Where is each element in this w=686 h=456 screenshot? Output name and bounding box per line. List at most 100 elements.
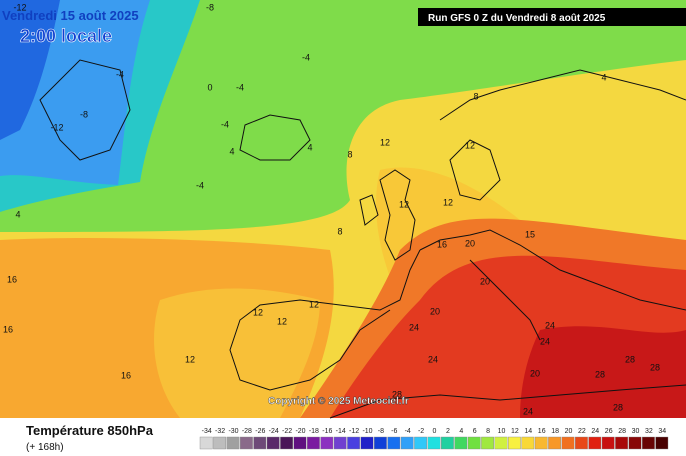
color-swatch — [454, 436, 468, 450]
colorbar-tick-label: 0 — [433, 428, 437, 435]
colorbar-tick-label: 14 — [524, 428, 532, 435]
color-swatch — [333, 436, 347, 450]
contour-label: -4 — [221, 119, 229, 129]
colorbar-tick-label: -34 — [202, 428, 212, 435]
contour-label: -8 — [206, 2, 214, 12]
colorbar-tick-label: -6 — [391, 428, 397, 435]
legend-lead: (+ 168h) — [26, 442, 64, 453]
color-swatch — [213, 436, 226, 450]
contour-label: 12 — [253, 307, 263, 317]
color-swatch — [628, 436, 642, 450]
color-swatch — [427, 436, 441, 450]
contour-label: -4 — [302, 52, 310, 62]
run-box — [418, 8, 686, 26]
contour-label: 20 — [430, 306, 440, 316]
colorbar-tick-label: 22 — [578, 428, 586, 435]
color-swatch — [548, 436, 562, 450]
zone-iberia — [154, 288, 320, 418]
colorbar-tick-label: -28 — [242, 428, 252, 435]
colorbar-tick-label: 34 — [658, 428, 666, 435]
color-swatch — [521, 436, 535, 450]
colorbar-tick-label: 20 — [565, 428, 573, 435]
legend: Température 850hPa (+ 168h) -34 -32 -30 -28… — [26, 423, 669, 453]
colorbar: -34 -32 -30 -28 -26 -24 -22 -20 -18 -16 -14 -12 -10-… — [199, 428, 669, 450]
contour-label: -8 — [80, 109, 88, 119]
colorbar-tick-label: 18 — [551, 428, 559, 435]
color-swatch — [601, 436, 615, 450]
colorbar-tick-label: 10 — [498, 428, 506, 435]
contour-label: 28 — [392, 389, 402, 399]
colorbar-tick-label: -2 — [418, 428, 424, 435]
colorbar-tick-label: -32 — [215, 428, 225, 435]
contour-label: 4 — [307, 142, 312, 152]
color-swatch — [588, 436, 602, 450]
color-swatch — [199, 436, 213, 450]
color-swatch — [253, 436, 267, 450]
contour-label: 15 — [525, 229, 535, 239]
colorbar-tick-label: -24 — [269, 428, 279, 435]
run-info: Run GFS 0 Z du Vendredi 8 août 2025 — [428, 13, 606, 24]
color-swatch — [239, 436, 253, 450]
color-swatch — [561, 436, 575, 450]
color-swatch — [615, 436, 629, 450]
color-swatch — [387, 436, 401, 450]
color-swatch — [481, 436, 494, 450]
colorbar-tick-label: 2 — [446, 428, 450, 435]
contour-label: 20 — [465, 238, 475, 248]
contour-label: 28 — [613, 402, 623, 412]
colorbar-tick-label: -20 — [295, 428, 305, 435]
contour-label: 16 — [3, 324, 13, 334]
contour-label: 12 — [465, 140, 475, 150]
contour-label: 24 — [523, 406, 533, 416]
color-swatch — [575, 436, 588, 450]
colorbar-tick-label: -12 — [349, 428, 359, 435]
colorbar-tick-label: 16 — [538, 428, 546, 435]
contour-label: 24 — [545, 320, 555, 330]
color-swatch — [266, 436, 280, 450]
contour-label: 24 — [428, 354, 438, 364]
contour-label: 8 — [337, 226, 342, 236]
map: -12 -8 -4 -8 -12 -4 -4 -4 -4 0 4 4 4 4 8 8 8 12 12 12 12 15 16… — [0, 0, 686, 419]
legend-title: Température 850hPa — [26, 423, 154, 438]
contour-label: 20 — [530, 368, 540, 378]
contour-label: 12 — [443, 197, 453, 207]
colorbar-tick-label: -26 — [255, 428, 265, 435]
color-swatch — [494, 436, 508, 450]
valid-time: 2:00 locale — [20, 26, 112, 46]
colorbar-tick-label: -14 — [336, 428, 346, 435]
contour-label: 16 — [121, 370, 131, 380]
contour-label: -12 — [50, 122, 63, 132]
contour-label: -4 — [236, 82, 244, 92]
colorbar-tick-label: -10 — [362, 428, 372, 435]
contour-label: 12 — [309, 299, 319, 309]
color-swatch — [293, 436, 307, 450]
colorbar-tick-label: 28 — [618, 428, 626, 435]
colorbar-tick-label: -22 — [282, 428, 292, 435]
contour-label: 4 — [229, 146, 234, 156]
zone-dark-blue — [0, 0, 60, 140]
color-swatch — [374, 436, 387, 450]
contour-label: 12 — [277, 316, 287, 326]
contour-label: -4 — [116, 69, 124, 79]
color-swatch — [320, 436, 334, 450]
colorbar-tick-label: -8 — [378, 428, 384, 435]
contour-label: -12 — [13, 2, 26, 12]
colorbar-tick-label: -30 — [228, 428, 238, 435]
contour-label: 28 — [625, 354, 635, 364]
contour-labels: -12 -8 -4 -8 -12 -4 -4 -4 -4 0 4 4 4 4 8 8 8 12 12 12 12 15 16… — [3, 2, 660, 416]
color-swatch — [508, 436, 521, 450]
contour-label: 12 — [185, 354, 195, 364]
contour-label: 12 — [380, 137, 390, 147]
contour-label: 20 — [480, 276, 490, 286]
color-swatch — [467, 436, 481, 450]
colorbar-tick-label: 24 — [591, 428, 599, 435]
contour-label: 16 — [437, 239, 447, 249]
color-swatch — [307, 436, 320, 450]
color-swatch — [642, 436, 655, 450]
contour-label: -4 — [196, 180, 204, 190]
color-swatch — [347, 436, 360, 450]
colorbar-tick-label: 6 — [473, 428, 477, 435]
colorbar-tick-label: 8 — [486, 428, 490, 435]
colorbar-tick-label: 32 — [645, 428, 653, 435]
